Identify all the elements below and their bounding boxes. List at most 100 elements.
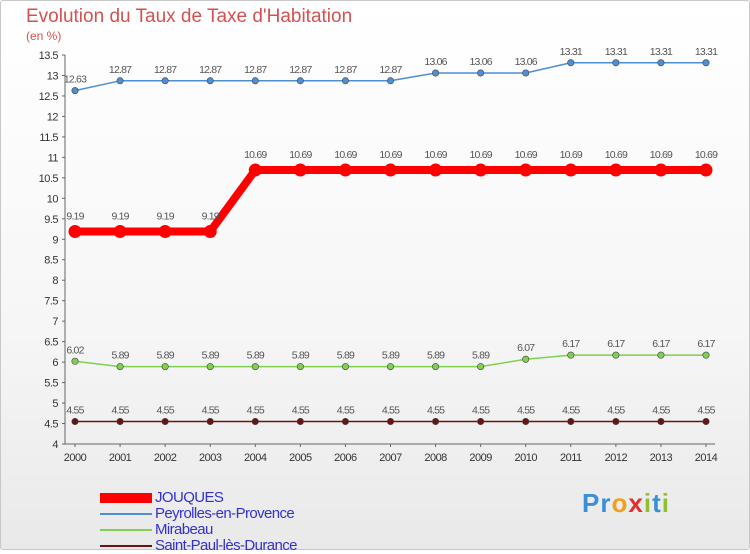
data-point <box>206 77 214 85</box>
data-point <box>161 363 169 371</box>
data-label: 12.63 <box>64 74 87 86</box>
data-label: 6.17 <box>607 338 625 350</box>
data-point <box>657 351 665 359</box>
logo-letter: x <box>628 488 644 518</box>
data-label: 5.89 <box>157 350 175 362</box>
x-tick-label: 2009 <box>469 452 492 464</box>
data-point <box>296 77 304 85</box>
data-point <box>161 77 169 85</box>
data-label: 9.19 <box>202 210 220 222</box>
data-label: 13.06 <box>424 56 447 68</box>
data-label: 4.55 <box>337 404 355 416</box>
legend-swatch-jouques <box>100 493 152 503</box>
data-point <box>113 224 127 238</box>
data-label: 12.87 <box>289 64 312 76</box>
data-label: 9.19 <box>111 210 129 222</box>
y-tick-label: 4.5 <box>44 419 58 431</box>
data-label: 4.55 <box>382 404 400 416</box>
data-label: 13.06 <box>470 56 493 68</box>
data-point <box>477 363 485 371</box>
data-label: 10.69 <box>244 149 267 161</box>
data-label: 13.31 <box>605 46 628 58</box>
data-point <box>702 59 710 67</box>
data-label: 12.87 <box>379 64 402 76</box>
data-point <box>522 355 530 363</box>
data-label: 4.55 <box>157 404 175 416</box>
legend-label-peyrolles: Peyrolles-en-Provence <box>155 505 295 522</box>
data-point <box>386 363 394 371</box>
data-point <box>564 163 578 177</box>
legend-swatch-saint-paul <box>100 545 152 547</box>
x-tick-label: 2000 <box>64 452 87 464</box>
data-point <box>251 363 259 371</box>
logo-letter: r <box>600 488 612 518</box>
data-point <box>296 363 304 371</box>
data-point <box>341 363 349 371</box>
data-point <box>203 224 217 238</box>
x-tick-label: 2001 <box>109 452 132 464</box>
y-tick-label: 7.5 <box>44 296 58 308</box>
data-label: 4.55 <box>472 404 490 416</box>
legend-label-mirabeau: Mirabeau <box>155 521 213 538</box>
x-tick-label: 2014 <box>695 452 718 464</box>
logo-letter: o <box>611 488 629 518</box>
y-axis-unit: (en %) <box>26 29 62 43</box>
data-point <box>567 417 575 425</box>
data-label: 13.31 <box>695 46 718 58</box>
data-point <box>384 163 397 177</box>
data-label: 12.87 <box>154 64 177 76</box>
data-point <box>206 363 214 371</box>
data-label: 12.87 <box>109 64 132 76</box>
data-point <box>161 417 169 425</box>
data-label: 12.87 <box>199 64 222 76</box>
proxiti-logo: Proxiti <box>582 488 670 519</box>
data-label: 4.55 <box>607 404 625 416</box>
data-point <box>474 163 488 177</box>
data-label: 4.55 <box>562 404 580 416</box>
data-point <box>71 417 79 425</box>
data-point <box>432 69 440 77</box>
data-label: 4.55 <box>697 404 715 416</box>
data-label: 4.55 <box>111 404 129 416</box>
logo-letter: i <box>661 488 670 518</box>
data-point <box>702 417 710 425</box>
data-point <box>158 224 172 238</box>
y-tick-label: 12.5 <box>39 91 59 103</box>
y-tick-label: 7 <box>52 316 58 328</box>
data-label: 4.55 <box>652 404 670 416</box>
logo-letter: i <box>643 488 653 518</box>
data-label: 9.19 <box>66 210 84 222</box>
data-point <box>519 163 533 177</box>
x-tick-label: 2008 <box>424 452 447 464</box>
x-tick-label: 2013 <box>650 452 673 464</box>
chart-title: Evolution du Taux de Taxe d'Habitation <box>26 6 353 27</box>
y-tick-label: 9.5 <box>44 214 58 226</box>
data-label: 6.07 <box>517 342 535 354</box>
data-point <box>116 77 124 85</box>
data-point <box>251 77 259 85</box>
data-label: 10.69 <box>379 149 402 161</box>
data-label: 5.89 <box>472 350 490 362</box>
data-label: 4.55 <box>247 404 265 416</box>
data-point <box>68 224 82 238</box>
data-label: 10.69 <box>334 149 357 161</box>
x-tick-label: 2004 <box>244 452 267 464</box>
x-tick-label: 2011 <box>560 452 582 464</box>
data-point <box>657 59 665 67</box>
data-point <box>386 77 394 85</box>
data-label: 10.69 <box>560 149 583 161</box>
y-tick-label: 6 <box>52 357 58 369</box>
data-label: 5.89 <box>111 350 129 362</box>
data-label: 12.87 <box>334 64 357 76</box>
data-point <box>477 417 485 425</box>
legend-swatch-mirabeau <box>100 529 152 531</box>
data-label: 4.55 <box>292 404 310 416</box>
data-label: 10.69 <box>470 149 493 161</box>
data-point <box>654 163 668 177</box>
y-tick-label: 5.5 <box>44 378 58 390</box>
legend-swatch-peyrolles <box>100 513 152 515</box>
data-label: 13.31 <box>650 46 673 58</box>
data-point <box>522 69 530 77</box>
